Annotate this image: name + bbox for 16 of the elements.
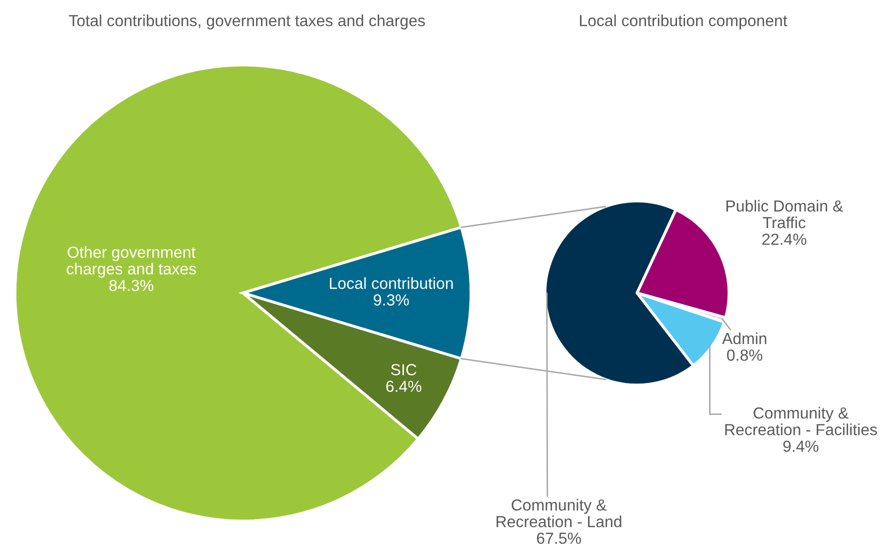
data-label: 9.3% bbox=[374, 294, 409, 306]
slice-label: Public Domain & Traffic bbox=[726, 200, 843, 228]
chart-title: Total contributions, government taxes and charges bbox=[68, 14, 425, 30]
data-label: 22.4% bbox=[762, 234, 806, 245]
data-label: 0.8% bbox=[727, 349, 762, 361]
slice-label: SIC bbox=[391, 364, 416, 376]
data-label: 67.5% bbox=[536, 532, 581, 544]
slice-label: Admin bbox=[722, 332, 766, 344]
data-label: 84.3% bbox=[109, 280, 154, 292]
slice-label: Community & Recreation - Land bbox=[496, 498, 622, 528]
data-label: 6.4% bbox=[386, 380, 422, 392]
data-label: 9.4% bbox=[783, 440, 818, 452]
slice-label: Other government charges and taxes bbox=[66, 246, 196, 278]
chart-title: Local contribution component bbox=[580, 14, 788, 30]
slice-label: Community & Recreation - Facilities bbox=[725, 406, 877, 436]
slice-label: Local contribution bbox=[330, 277, 453, 289]
